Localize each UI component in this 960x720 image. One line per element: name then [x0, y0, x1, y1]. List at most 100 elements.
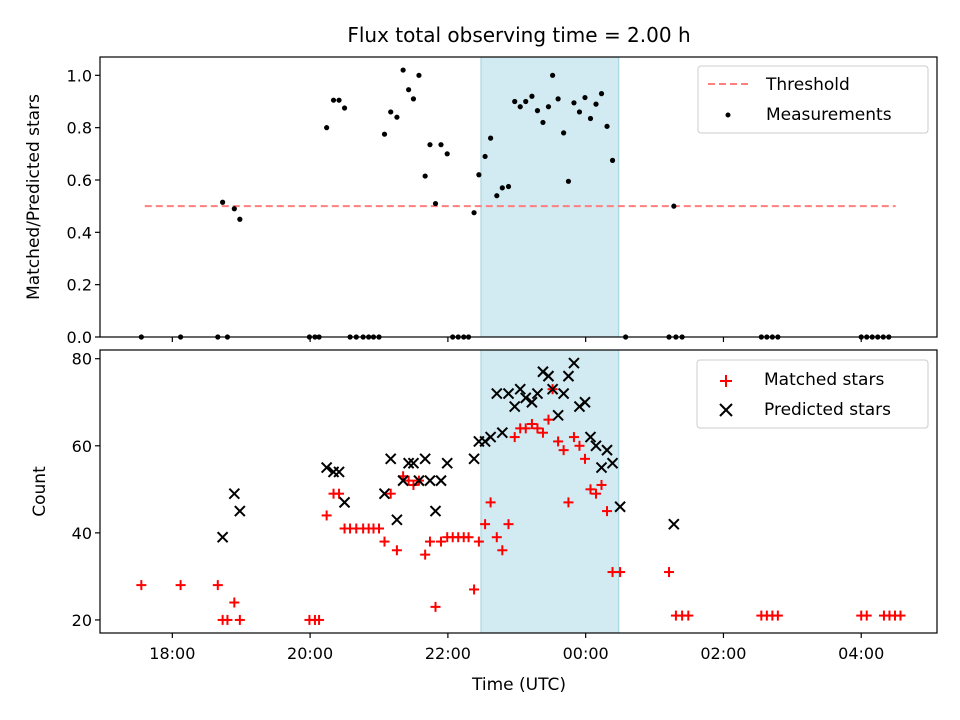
legend-predicted-label: Predicted stars [764, 400, 891, 420]
measurement-point [422, 173, 428, 179]
measurement-point [523, 98, 529, 105]
measurement-point [505, 183, 512, 190]
matched-star-marker [520, 423, 531, 434]
bottom-panel-y-axis-label: Count [30, 466, 50, 517]
measurement-point [609, 157, 616, 163]
matched-star-marker [491, 532, 502, 543]
bottom-panel-marks [136, 357, 906, 625]
chart-title: Flux total observing time = 2.00 h [347, 23, 690, 47]
measurement-point [512, 98, 518, 105]
matched-star-marker [334, 488, 345, 499]
matched-star-marker [591, 488, 601, 499]
predicted-star-marker [491, 387, 503, 400]
predicted-star-marker [234, 505, 246, 517]
bottom-panel-frame [99, 349, 938, 634]
top-panel-x-ticks [171, 337, 862, 342]
matched-star-marker [469, 584, 480, 595]
bottom-panel-legend: Matched stars Predicted stars [696, 359, 929, 429]
measurement-point [517, 104, 523, 110]
predicted-star-marker [496, 427, 509, 439]
x-tick-label: 02:00 [700, 644, 746, 663]
measurement-point [416, 72, 422, 78]
matched-star-marker [480, 519, 491, 530]
matched-star-marker [473, 536, 484, 547]
matched-star-marker [537, 427, 548, 438]
predicted-star-marker [514, 383, 526, 395]
matched-star-marker [503, 519, 514, 530]
predicted-star-marker [413, 474, 425, 487]
matched-star-marker [212, 580, 223, 591]
matched-star-marker [558, 445, 569, 456]
measurement-point [482, 153, 488, 160]
matched-star-marker [385, 488, 396, 499]
measurement-point [381, 131, 388, 137]
measurement-point [324, 125, 330, 131]
measurement-point [471, 210, 477, 216]
top-panel-frame [99, 56, 938, 338]
predicted-star-marker [228, 487, 241, 500]
matched-star-marker [602, 506, 613, 517]
measurement-point [237, 216, 243, 222]
y-tick-label: 0.8 [67, 119, 92, 138]
predicted-star-marker [557, 387, 570, 400]
matched-star-marker [579, 453, 590, 464]
measurement-point [494, 193, 500, 199]
measurement-point [534, 108, 541, 114]
predicted-star-marker [542, 370, 555, 382]
predicted-star-marker [320, 461, 333, 474]
legend-matched-swatch [720, 375, 732, 387]
matched-star-marker [379, 536, 390, 547]
y-tick-label: 0.0 [67, 328, 92, 347]
matched-star-marker [436, 536, 446, 547]
predicted-star-marker [606, 457, 619, 469]
measurement-point [427, 142, 433, 148]
predicted-star-marker [338, 496, 351, 509]
x-axis-label: Time (UTC) [471, 675, 566, 695]
measurement-point [499, 185, 505, 191]
matched-star-marker [568, 432, 579, 443]
measurement-point [444, 151, 450, 157]
measurement-point [529, 93, 535, 99]
matched-star-marker [532, 423, 543, 434]
matched-star-marker [234, 614, 245, 625]
y-tick-label: 0.6 [67, 171, 92, 190]
predicted-star-marker [435, 474, 447, 487]
measurement-point [388, 109, 394, 115]
top-panel-y-axis-label: Matched/Predicted stars [24, 94, 44, 300]
measurement-point [220, 199, 226, 205]
matched-star-marker [420, 549, 431, 560]
top-legend-frame [697, 65, 929, 134]
predicted-star-marker [407, 457, 420, 469]
measurement-point [571, 100, 577, 106]
legend-predicted-swatch [719, 403, 733, 417]
measurement-point [550, 72, 556, 78]
matched-star-marker [430, 601, 441, 612]
measurement-point [593, 101, 599, 107]
predicted-star-marker [562, 370, 575, 382]
predicted-star-marker [216, 531, 229, 543]
matched-star-marker [526, 419, 537, 430]
predicted-star-marker [568, 357, 580, 369]
predicted-star-marker [546, 383, 559, 395]
matched-star-marker [543, 414, 554, 425]
measurement-point [598, 91, 605, 97]
measurement-point [394, 114, 400, 120]
legend-threshold-label: Threshold [765, 75, 850, 95]
predicted-star-marker [509, 400, 521, 413]
measurement-point [582, 94, 588, 101]
predicted-star-marker [468, 453, 480, 465]
matched-star-marker [895, 610, 906, 621]
x-tick-label: 00:00 [563, 644, 609, 663]
predicted-star-marker [402, 457, 415, 469]
bottom-panel-y-ticks: 20 40 60 80 [72, 350, 100, 630]
y-tick-label: 40 [72, 524, 92, 543]
measurement-point [555, 96, 561, 102]
matched-star-marker [321, 510, 332, 521]
predicted-star-marker [385, 453, 397, 465]
predicted-star-marker [531, 387, 544, 400]
predicted-star-marker [552, 409, 564, 422]
measurement-point [476, 172, 482, 178]
legend-measurements-swatch [725, 112, 731, 118]
measurement-point [561, 130, 567, 136]
